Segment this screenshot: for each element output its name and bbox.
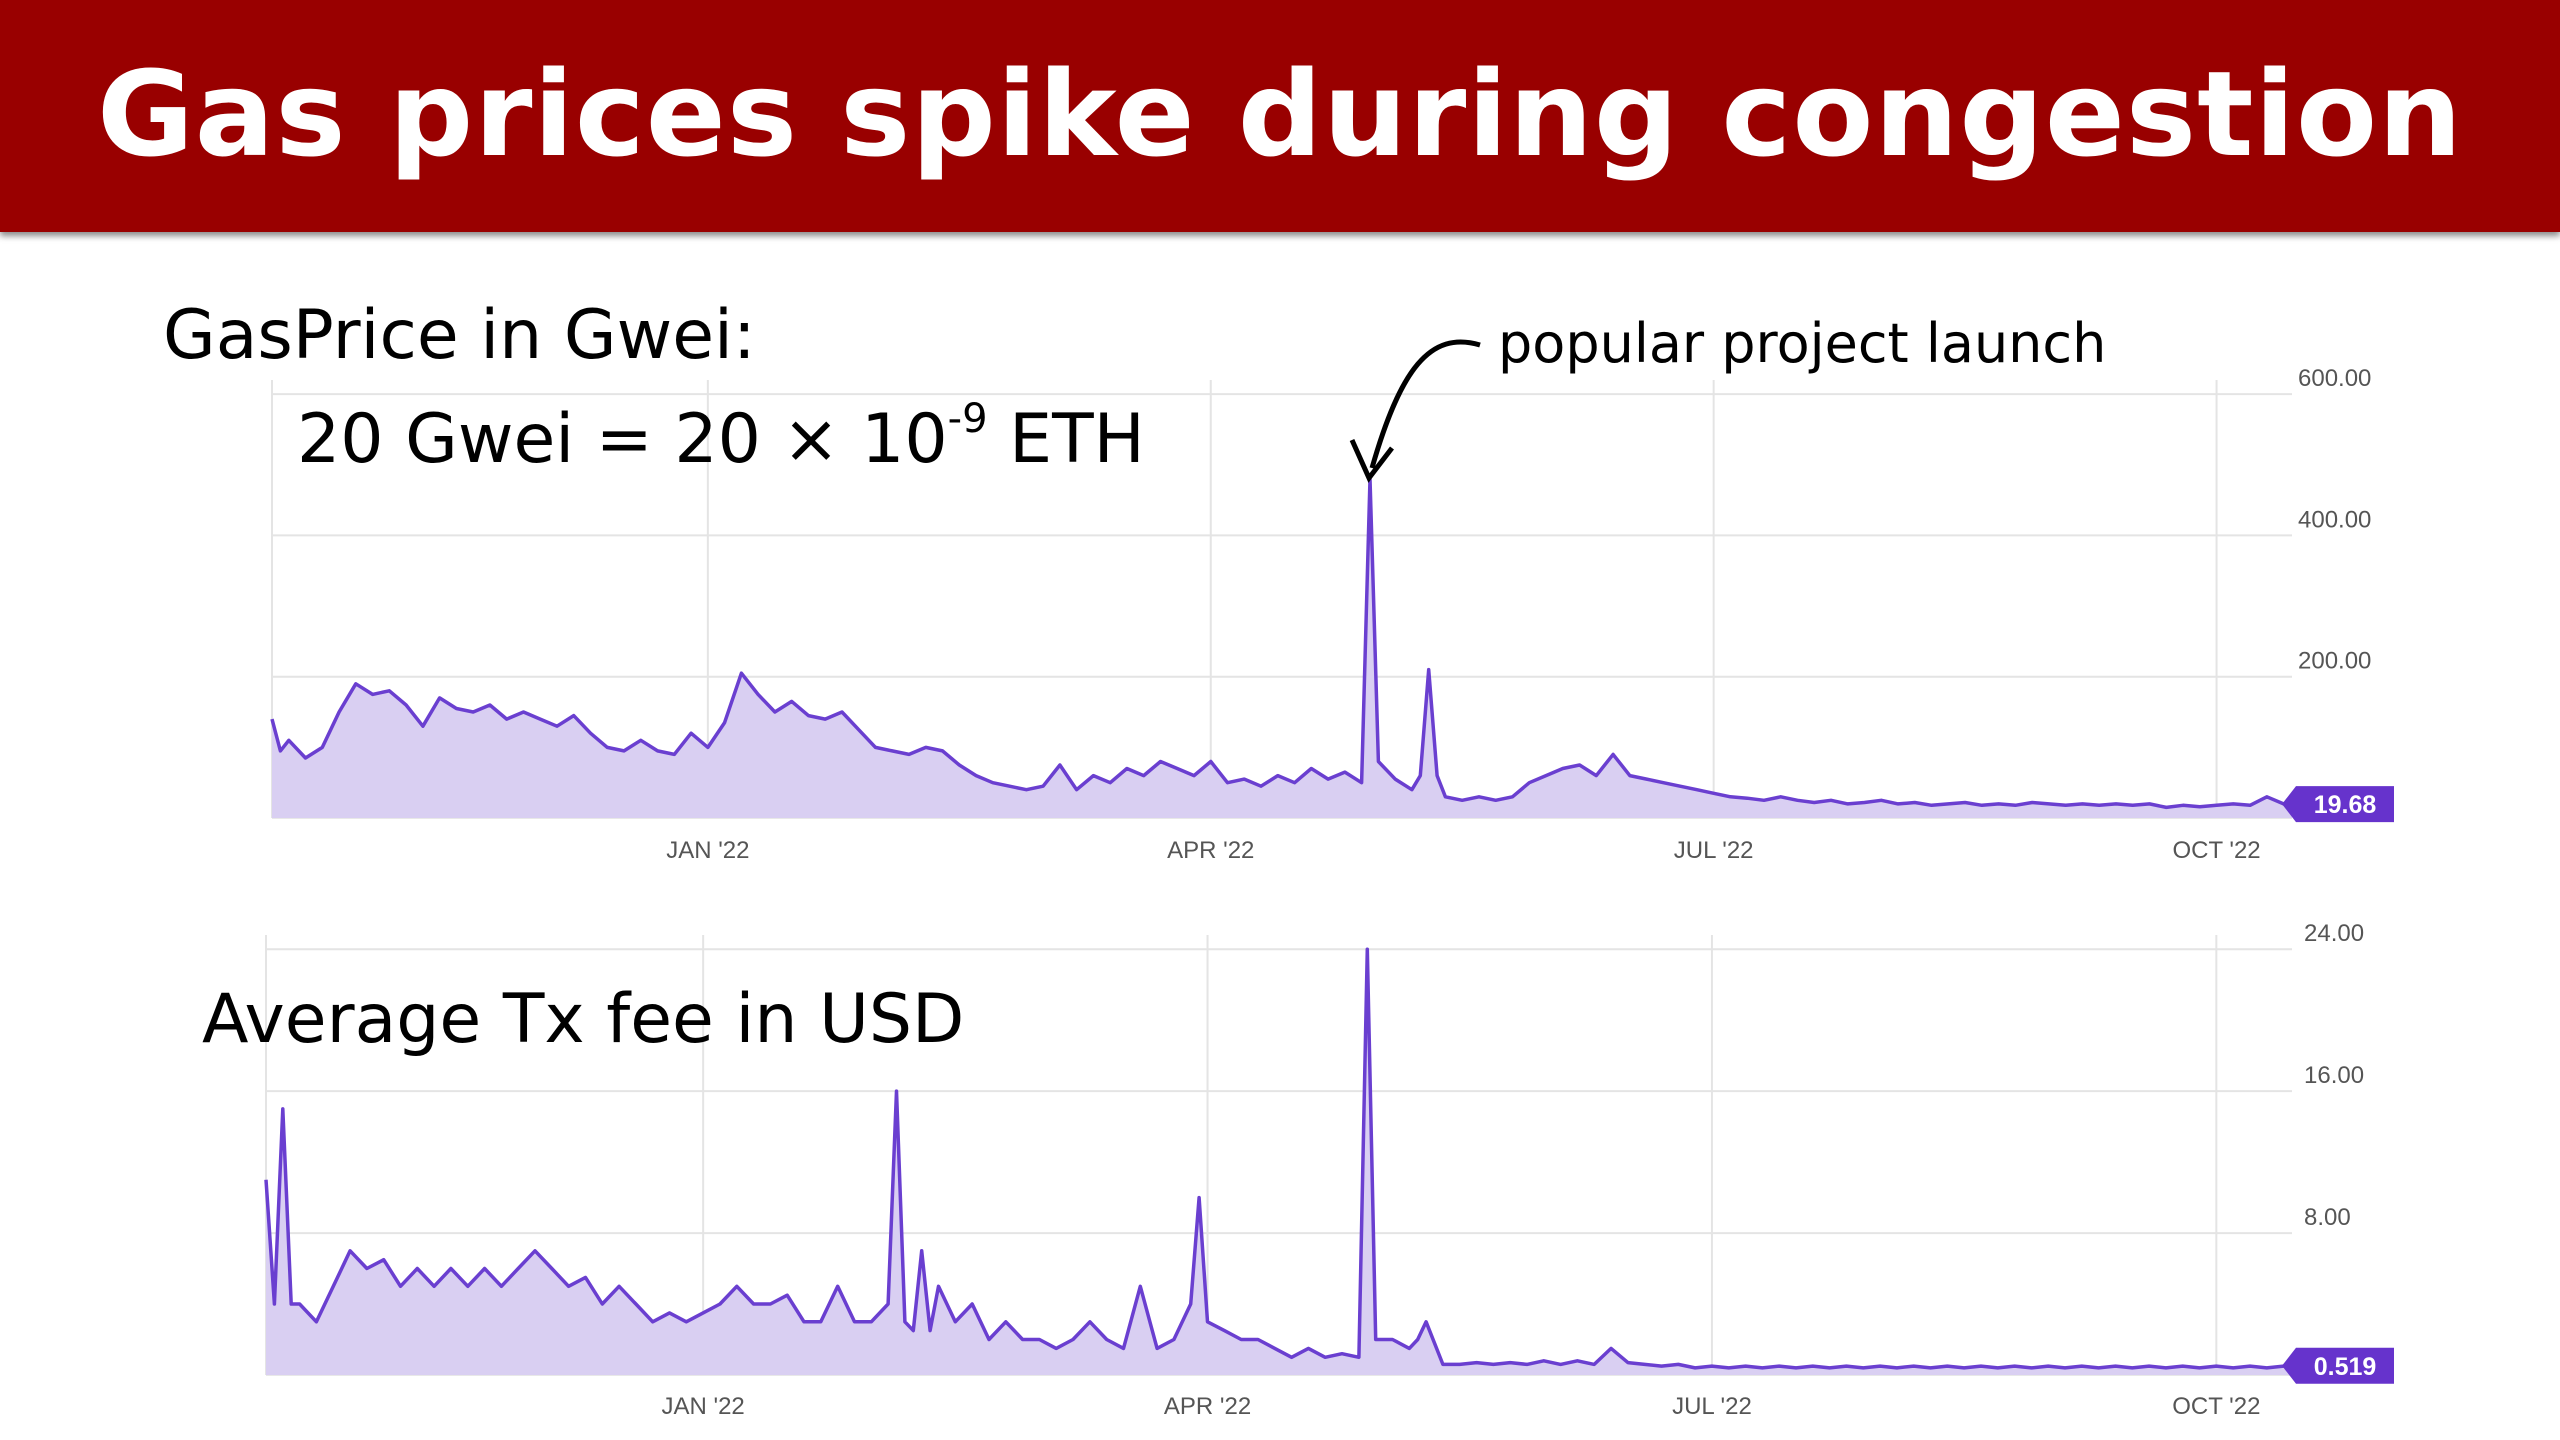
gwei-equation-pre: 20 Gwei = 20 × 10 [297, 400, 948, 479]
tx-fee-label: Average Tx fee in USD [202, 980, 965, 1059]
series-line [264, 947, 2293, 1370]
gwei-equation-post: ETH [987, 400, 1145, 479]
slide-title: Gas prices spike during congestion [96, 45, 2464, 183]
current-value-badge [2282, 786, 2394, 823]
x-tick-label: APR '22 [1167, 837, 1254, 864]
x-tick-label: OCT '22 [2172, 837, 2260, 864]
series-line [270, 477, 2293, 810]
series-area [266, 949, 2292, 1375]
y-tick-label: 400.00 [2298, 506, 2371, 533]
tx-fee-chart: JAN '22 APR '22 JUL '22 OCT '22 24.00 16.00 8.… [264, 920, 2394, 1420]
y-tick-label: 8.00 [2304, 1204, 2351, 1231]
y-tick-label: 24.00 [2304, 920, 2364, 947]
gas-price-chart: JAN '22 APR '22 JUL '22 OCT '22 600.00 400.00… [270, 365, 2394, 864]
x-tick-label: APR '22 [1164, 1393, 1251, 1420]
current-value-label: 0.519 [2314, 1353, 2377, 1381]
annotation-text: popular project launch [1498, 312, 2107, 375]
current-value-badge [2282, 1347, 2394, 1384]
x-tick-label: OCT '22 [2172, 1393, 2260, 1420]
gwei-equation: 20 Gwei = 20 × 10-9 ETH [297, 396, 1145, 479]
series-area [272, 478, 2292, 818]
x-tick-label: JAN '22 [661, 1393, 744, 1420]
y-tick-label: 600.00 [2298, 365, 2371, 392]
gas-price-label: GasPrice in Gwei: [163, 296, 756, 375]
x-tick-label: JUL '22 [1672, 1393, 1752, 1420]
gwei-equation-exponent: -9 [947, 396, 988, 443]
title-bar: Gas prices spike during congestion [0, 0, 2560, 232]
current-value-label: 19.68 [2314, 791, 2377, 819]
y-tick-label: 16.00 [2304, 1062, 2364, 1089]
x-tick-label: JUL '22 [1674, 837, 1754, 864]
annotation-arrow [1349, 339, 1481, 483]
y-tick-label: 200.00 [2298, 648, 2371, 675]
x-tick-label: JAN '22 [666, 837, 749, 864]
